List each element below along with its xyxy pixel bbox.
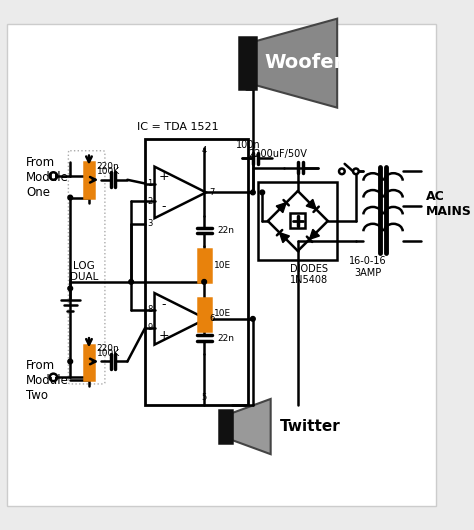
Text: 2200uF/50V: 2200uF/50V — [248, 149, 307, 160]
Circle shape — [68, 286, 73, 291]
Text: Woofer: Woofer — [265, 53, 344, 72]
Bar — [198, 298, 211, 331]
Circle shape — [68, 195, 73, 200]
Text: 22n: 22n — [217, 333, 234, 342]
Text: From
Module
Two: From Module Two — [26, 359, 69, 402]
Bar — [84, 344, 94, 380]
Circle shape — [260, 190, 264, 195]
Text: 100K: 100K — [97, 349, 119, 358]
Bar — [291, 214, 305, 228]
Bar — [258, 182, 337, 260]
Text: 9: 9 — [147, 323, 152, 332]
Text: 220n: 220n — [96, 344, 119, 353]
Bar — [145, 138, 248, 405]
Text: 22n: 22n — [217, 226, 234, 235]
Text: 7: 7 — [210, 188, 215, 197]
Text: DIODES
1N5408: DIODES 1N5408 — [291, 263, 328, 285]
Text: 1: 1 — [147, 179, 152, 188]
Text: 8: 8 — [147, 305, 153, 314]
Text: 5: 5 — [201, 393, 207, 402]
Text: AC
MAINS: AC MAINS — [426, 190, 472, 218]
Circle shape — [129, 279, 134, 284]
Text: 10E: 10E — [214, 261, 231, 269]
Polygon shape — [255, 19, 337, 108]
Polygon shape — [276, 202, 286, 213]
Text: 100n: 100n — [236, 140, 261, 150]
Bar — [198, 249, 211, 282]
Text: 220n: 220n — [96, 162, 119, 171]
Polygon shape — [280, 233, 290, 243]
Text: -: - — [162, 200, 166, 214]
Circle shape — [251, 190, 255, 195]
Circle shape — [339, 169, 345, 174]
Text: +: + — [159, 329, 169, 342]
Bar — [239, 38, 255, 89]
Circle shape — [50, 172, 57, 180]
Text: 2: 2 — [147, 197, 152, 206]
Polygon shape — [306, 199, 316, 209]
Text: LOG
DUAL: LOG DUAL — [70, 261, 99, 282]
Circle shape — [353, 169, 359, 174]
Circle shape — [68, 359, 73, 364]
Text: -: - — [162, 298, 166, 311]
Text: From
Module
One: From Module One — [26, 156, 69, 199]
Text: 10E: 10E — [214, 309, 231, 318]
Circle shape — [202, 279, 207, 284]
Text: 6: 6 — [210, 314, 215, 323]
Circle shape — [251, 316, 255, 321]
Bar — [219, 410, 232, 443]
Polygon shape — [155, 293, 206, 344]
Polygon shape — [155, 166, 206, 218]
Bar — [84, 162, 94, 198]
Text: 16-0-16
3AMP: 16-0-16 3AMP — [349, 256, 387, 278]
Text: +: + — [159, 170, 169, 182]
Text: 3: 3 — [147, 219, 153, 228]
Polygon shape — [232, 399, 271, 454]
Polygon shape — [310, 229, 319, 239]
Text: IC = TDA 1521: IC = TDA 1521 — [137, 122, 219, 132]
Text: 100K: 100K — [97, 167, 119, 176]
Text: Twitter: Twitter — [280, 419, 341, 434]
Text: 4: 4 — [201, 146, 207, 155]
Circle shape — [50, 374, 57, 381]
